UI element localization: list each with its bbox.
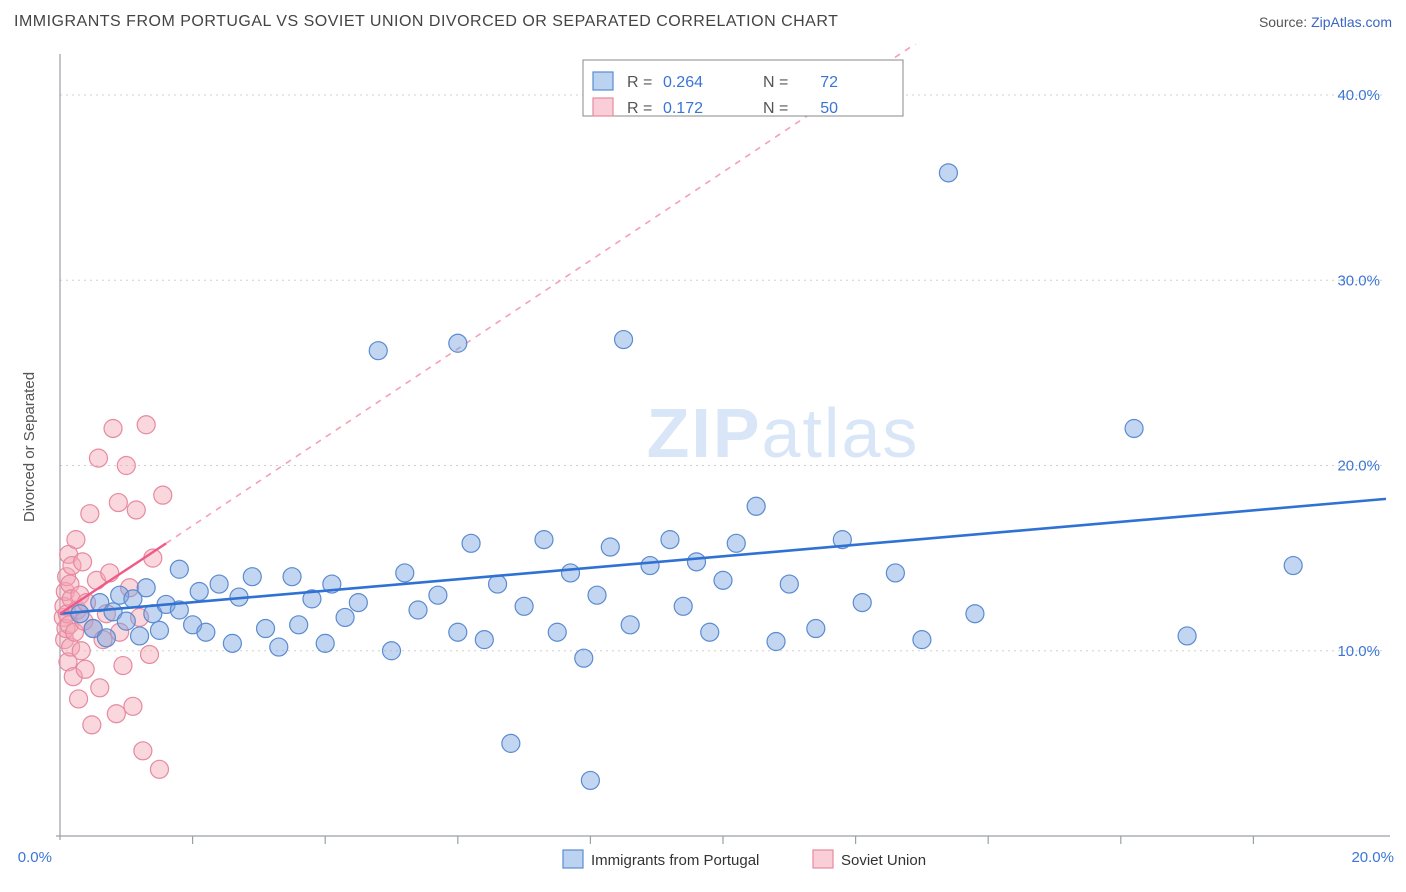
svg-text:20.0%: 20.0% bbox=[1337, 458, 1380, 475]
svg-text:72: 72 bbox=[820, 74, 838, 91]
source-prefix: Source: bbox=[1259, 14, 1311, 30]
svg-text:0.172: 0.172 bbox=[663, 100, 703, 117]
svg-text:0.0%: 0.0% bbox=[18, 849, 52, 866]
svg-text:40.0%: 40.0% bbox=[1337, 87, 1380, 104]
correlation-chart: 10.0% 20.0% 30.0% 40.0% 0.0% 20.0% Divorced or… bbox=[10, 44, 1396, 882]
svg-text:0.264: 0.264 bbox=[663, 74, 703, 91]
svg-text:N =: N = bbox=[763, 74, 788, 91]
svg-text:R =: R = bbox=[627, 74, 652, 91]
svg-text:N =: N = bbox=[763, 100, 788, 117]
svg-text:Soviet Union: Soviet Union bbox=[841, 852, 926, 869]
svg-text:50: 50 bbox=[820, 100, 838, 117]
svg-text:Immigrants from Portugal: Immigrants from Portugal bbox=[591, 852, 759, 869]
chart-container: 10.0% 20.0% 30.0% 40.0% 0.0% 20.0% Divorced or… bbox=[10, 44, 1396, 882]
svg-text:30.0%: 30.0% bbox=[1337, 272, 1380, 289]
svg-text:R =: R = bbox=[627, 100, 652, 117]
source-link[interactable]: ZipAtlas.com bbox=[1311, 14, 1392, 30]
source-label: Source: ZipAtlas.com bbox=[1259, 14, 1392, 30]
svg-text:ZIPatlas: ZIPatlas bbox=[647, 394, 920, 472]
header-bar: IMMIGRANTS FROM PORTUGAL VS SOVIET UNION… bbox=[0, 0, 1406, 44]
svg-text:10.0%: 10.0% bbox=[1337, 643, 1380, 660]
svg-text:Divorced or Separated: Divorced or Separated bbox=[21, 372, 38, 522]
svg-text:20.0%: 20.0% bbox=[1351, 849, 1394, 866]
chart-title: IMMIGRANTS FROM PORTUGAL VS SOVIET UNION… bbox=[14, 13, 838, 31]
